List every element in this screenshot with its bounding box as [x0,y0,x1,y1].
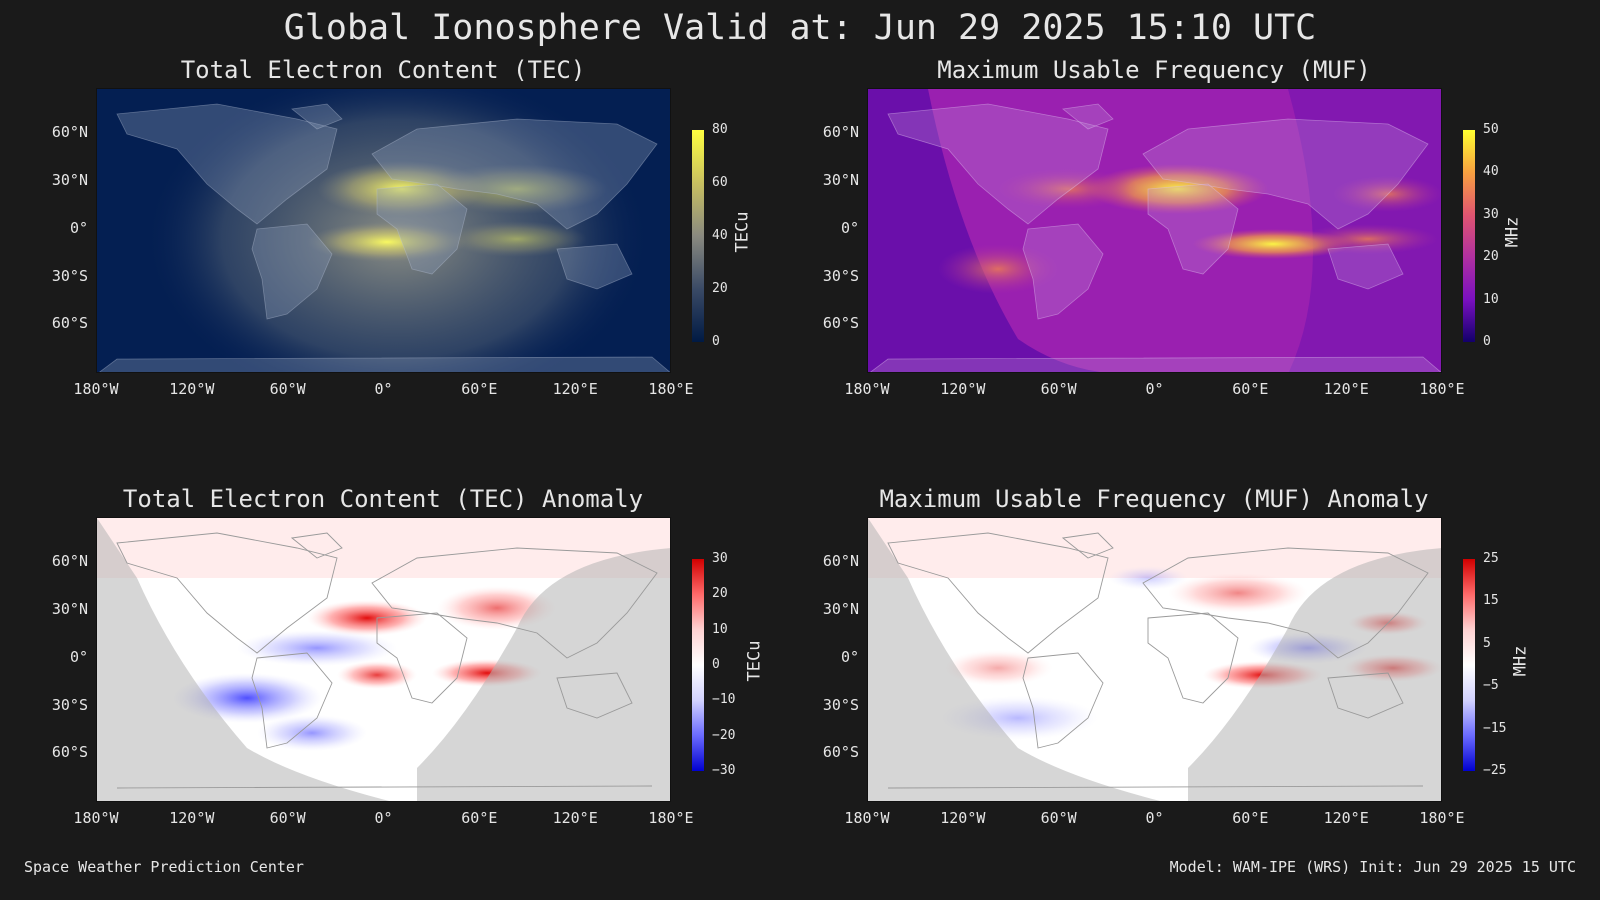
tec-anomaly-lon-tick: 180°W [73,809,119,827]
tec-anomaly-colorbar-unit: TECu [744,640,765,682]
tec-anomaly-lat-tick: 60°S [51,743,88,762]
muf-colorbar [1463,130,1475,342]
muf-anomaly-lon-tick: 180°W [844,809,890,827]
muf-lon-tick: 60°W [1040,380,1077,398]
tec-colorbar-tick: 20 [712,281,728,296]
muf-colorbar-tick: 50 [1483,122,1499,137]
tec-anomaly-lat-tick: 0° [69,647,88,666]
muf-anomaly-colorbar-tick: 15 [1483,593,1499,609]
muf-anomaly-colorbar [1463,559,1475,771]
tec-anomaly-lon-tick: 60°W [269,809,306,827]
tec-map [96,88,671,373]
muf-lon-tick: 0° [1145,380,1164,398]
tec-anomaly-lon-tick: 180°E [648,809,694,827]
muf-lat-tick: 30°N [822,171,859,190]
tec-colorbar-tick: 0 [712,334,720,349]
muf-anomaly-map [867,517,1442,802]
tec-anomaly-lon-tick: 120°E [552,809,598,827]
tec-lon-tick: 60°W [269,380,306,398]
tec-anomaly-colorbar-tick: 0 [712,657,720,672]
tec-anomaly-lon-tick: 0° [374,809,393,827]
muf-lat-tick: 30°S [822,266,859,285]
tec-lat-tick: 0° [69,218,88,237]
muf-anomaly-lon-tick: 60°E [1232,809,1269,827]
tec-anomaly-colorbar-tick: −30 [712,763,736,778]
muf-lon-tick: 60°E [1232,380,1269,398]
muf-lon-tick: 180°W [844,380,890,398]
muf-map [867,88,1442,373]
muf-lat-tick: 60°S [822,314,859,333]
muf-colorbar-tick: 20 [1483,249,1499,265]
muf-anomaly-lon-tick: 180°E [1419,809,1465,827]
tec-lon-tick: 180°E [648,380,694,398]
tec-anomaly-lat-tick: 60°N [51,552,88,571]
muf-anomaly-lon-tick: 120°W [940,809,986,827]
muf-anomaly-lat-tick: 30°S [822,695,859,714]
tec-lon-tick: 120°W [169,380,215,398]
muf-anomaly-colorbar-tick: −25 [1483,763,1507,778]
page-title: Global Ionosphere Valid at: Jun 29 2025 … [283,8,1317,48]
muf-anomaly-colorbar-tick: 25 [1483,551,1499,566]
footer-model-info: Model: WAM-IPE (WRS) Init: Jun 29 2025 1… [1169,858,1576,876]
tec-lat-tick: 60°S [51,314,88,333]
muf-anomaly-lon-tick: 120°E [1323,809,1369,827]
muf-anomaly-colorbar-tick: 5 [1483,635,1491,651]
tec-lon-tick: 120°E [552,380,598,398]
tec-anomaly-map [96,517,671,802]
tec-anomaly-colorbar-tick: 20 [712,586,728,602]
muf-lat-tick: 0° [840,218,859,237]
tec-lat-tick: 60°N [51,123,88,142]
muf-anomaly-colorbar-tick: −5 [1483,678,1499,694]
tec-colorbar-tick: 60 [712,175,728,190]
tec-lat-tick: 30°S [51,266,88,285]
tec-anomaly-lon-tick: 60°E [461,809,498,827]
muf-anomaly-lat-tick: 60°S [822,743,859,762]
tec-anomaly-lon-tick: 120°W [169,809,215,827]
muf-colorbar-tick: 40 [1483,164,1499,180]
footer-organization: Space Weather Prediction Center [24,858,304,876]
tec-lon-tick: 0° [374,380,393,398]
muf-anomaly-colorbar-tick: −15 [1483,720,1507,736]
muf-anomaly-lon-tick: 60°W [1040,809,1077,827]
muf-colorbar-tick: 30 [1483,206,1499,222]
muf-panel-title: Maximum Usable Frequency (MUF) [937,56,1371,84]
muf-lon-tick: 180°E [1419,380,1465,398]
muf-colorbar-unit: MHz [1502,216,1523,248]
tec-lat-tick: 30°N [51,171,88,190]
muf-lat-tick: 60°N [822,123,859,142]
tec-colorbar-tick: 40 [712,228,728,243]
muf-anomaly-lon-tick: 0° [1145,809,1164,827]
tec-anomaly-panel-title: Total Electron Content (TEC) Anomaly [122,485,644,513]
muf-anomaly-lat-tick: 60°N [822,552,859,571]
muf-lon-tick: 120°W [940,380,986,398]
tec-colorbar-tick: 80 [712,122,728,137]
muf-lon-tick: 120°E [1323,380,1369,398]
tec-panel-title: Total Electron Content (TEC) [180,56,586,84]
muf-anomaly-panel-title: Maximum Usable Frequency (MUF) Anomaly [879,485,1429,513]
tec-anomaly-lat-tick: 30°S [51,695,88,714]
muf-anomaly-lat-tick: 0° [840,647,859,666]
tec-anomaly-colorbar-tick: −10 [712,692,736,708]
tec-anomaly-colorbar-tick: 10 [712,621,728,637]
muf-anomaly-lat-tick: 30°N [822,600,859,619]
tec-lon-tick: 180°W [73,380,119,398]
tec-colorbar-unit: TECu [732,211,753,253]
muf-colorbar-tick: 10 [1483,291,1499,307]
muf-anomaly-colorbar-unit: MHz [1510,645,1531,677]
tec-lon-tick: 60°E [461,380,498,398]
tec-colorbar [692,130,704,342]
muf-colorbar-tick: 0 [1483,334,1491,349]
tec-anomaly-colorbar-tick: −20 [712,727,736,743]
tec-anomaly-lat-tick: 30°N [51,600,88,619]
tec-anomaly-colorbar-tick: 30 [712,551,728,566]
tec-anomaly-colorbar [692,559,704,771]
